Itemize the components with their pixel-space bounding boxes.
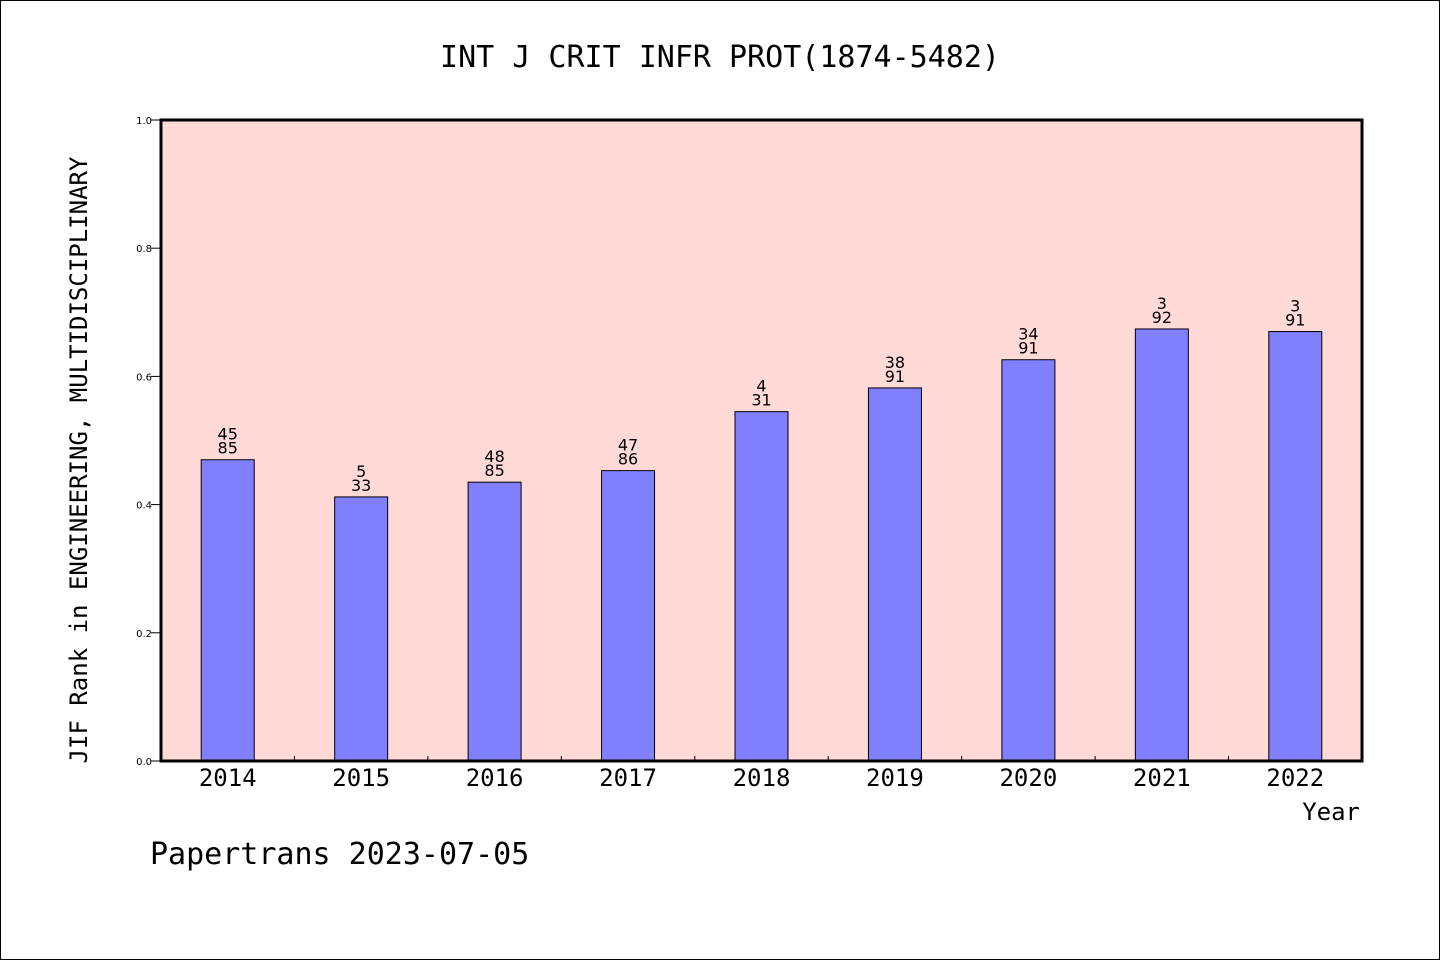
bar-2018 — [734, 411, 789, 762]
plot-area — [159, 118, 1364, 763]
bar-2017 — [601, 470, 656, 762]
y-tick-label-0.2: 0.2 — [136, 629, 152, 640]
data-label-rank-2016: 48 — [484, 447, 504, 466]
bar-2016 — [467, 481, 522, 762]
x-tick-label-2016: 2016 — [466, 764, 524, 792]
x-tick-label-2018: 2018 — [733, 764, 791, 792]
y-tick-label-0.6: 0.6 — [136, 372, 152, 383]
bars — [200, 328, 1323, 762]
data-label-rank-2014: 45 — [218, 425, 238, 444]
y-tick-label-0.0: 0.0 — [136, 757, 152, 768]
x-axis-ticks: 2014 2015 2016 2017 2018 2019 2020 2021 2022 — [199, 756, 1324, 792]
footer-credit: Papertrans 2023-07-05 — [150, 837, 529, 872]
x-tick-label-2021: 2021 — [1133, 764, 1191, 792]
data-label-rank-2022: 3 — [1290, 297, 1300, 316]
bar-2019 — [867, 387, 922, 762]
y-tick-label-0.4: 0.4 — [136, 501, 152, 512]
data-label-total-2022: 91 — [1285, 311, 1305, 330]
y-axis-ticks: 0.0 0.2 0.4 0.6 0.8 1.0 — [136, 116, 161, 768]
chart-title: INT J CRIT INFR PROT(1874-5482) — [440, 40, 1000, 75]
data-label-total-2019: 91 — [885, 367, 905, 386]
x-tick-label-2019: 2019 — [866, 764, 924, 792]
x-tick-label-2017: 2017 — [599, 764, 657, 792]
data-label-total-2017: 86 — [618, 450, 638, 469]
x-tick-label-2022: 2022 — [1266, 764, 1324, 792]
bar-2020 — [1001, 359, 1056, 762]
data-label-total-2021: 92 — [1152, 308, 1172, 327]
data-label-rank-2019: 38 — [885, 353, 905, 372]
data-label-rank-2021: 3 — [1157, 294, 1167, 313]
bar-2015 — [334, 496, 389, 762]
bar-2021 — [1134, 328, 1189, 762]
data-label-total-2015: 33 — [351, 476, 371, 495]
x-tick-label-2014: 2014 — [199, 764, 257, 792]
x-tick-label-2015: 2015 — [332, 764, 390, 792]
data-label-total-2014: 85 — [218, 439, 238, 458]
data-label-total-2020: 91 — [1018, 339, 1038, 358]
data-label-total-2018: 31 — [751, 391, 771, 410]
data-label-rank-2017: 47 — [618, 436, 638, 455]
data-label-rank-2015: 5 — [356, 462, 366, 481]
x-axis-label: Year — [1302, 798, 1360, 826]
data-label-total-2016: 85 — [484, 461, 504, 480]
bar-2014 — [200, 459, 255, 762]
y-axis-label: JIF Rank in ENGINEERING, MULTIDISCIPLINA… — [65, 156, 93, 763]
y-tick-label-0.8: 0.8 — [136, 244, 152, 255]
bar-2022 — [1268, 331, 1323, 762]
x-tick-label-2020: 2020 — [999, 764, 1057, 792]
y-tick-label-1.0: 1.0 — [136, 116, 152, 127]
data-label-rank-2018: 4 — [756, 377, 766, 396]
data-label-rank-2020: 34 — [1018, 325, 1038, 344]
